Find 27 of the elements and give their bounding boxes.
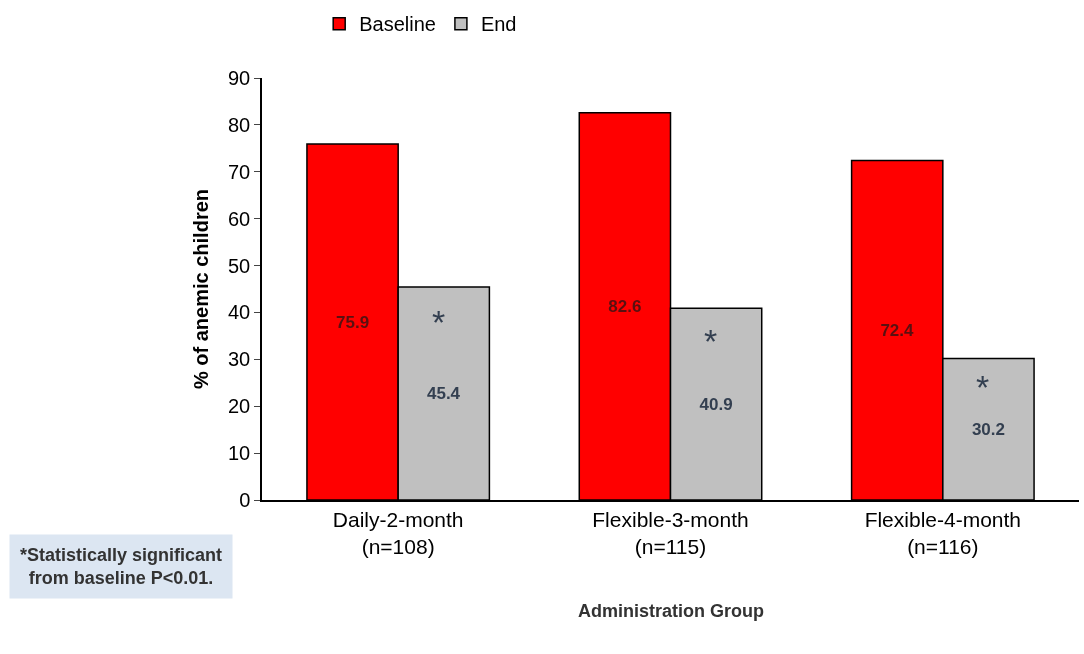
data-label: 72.4 xyxy=(880,320,915,340)
y-tick-label: 90 xyxy=(228,67,251,89)
data-label: 30.2 xyxy=(971,419,1005,439)
y-tick-label: 20 xyxy=(228,395,251,418)
legend-label: Baseline xyxy=(359,13,436,36)
y-tick-label: 30 xyxy=(228,348,251,371)
y-tick-label: 60 xyxy=(228,207,251,230)
y-tick-label: 50 xyxy=(228,254,251,277)
x-tick-label: Flexible-4-month (n=116) xyxy=(864,507,1022,559)
y-tick-label: 0 xyxy=(239,489,251,511)
annotation: * xyxy=(704,322,718,360)
text: *Statistically significant from baseline P<0.01. xyxy=(20,545,223,589)
data-label: 82.6 xyxy=(608,296,642,316)
y-axis-title: % of anemic children xyxy=(190,188,212,390)
x-tick-label: Daily-2-month (n=108) xyxy=(332,507,464,559)
y-tick-label: 10 xyxy=(228,442,251,465)
legend-label: End xyxy=(480,13,517,36)
y-tick-label: 40 xyxy=(228,301,251,324)
y-tick-label: 70 xyxy=(228,160,251,183)
annotation: * xyxy=(432,303,446,341)
y-tick-label: 80 xyxy=(228,113,251,136)
x-axis-title: Administration Group xyxy=(578,601,764,621)
annotation: * xyxy=(976,368,990,406)
x-tick-label: Flexible-3-month (n=115) xyxy=(592,507,749,559)
data-label: 40.9 xyxy=(699,394,733,414)
data-label: 75.9 xyxy=(336,312,370,332)
data-label: 45.4 xyxy=(426,384,461,404)
